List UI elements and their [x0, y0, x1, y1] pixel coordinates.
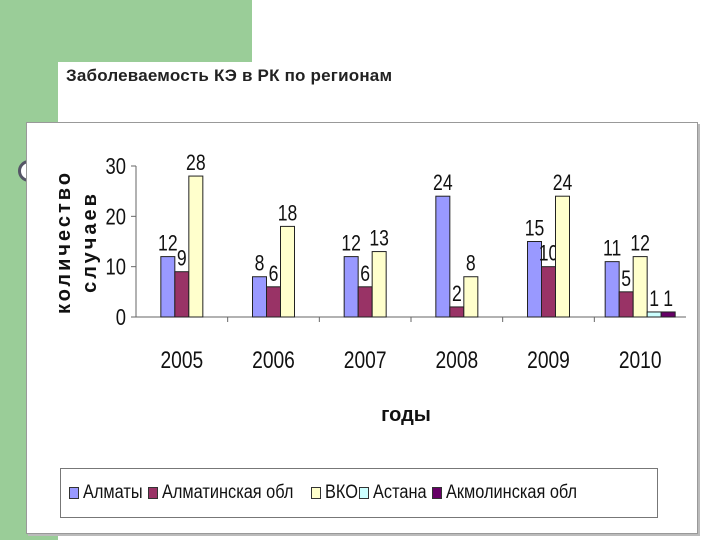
slide-title: Заболеваемость КЭ в РК по регионам: [66, 66, 393, 85]
bar: [618, 291, 634, 318]
data-label: 13: [369, 227, 389, 251]
bar: [463, 276, 479, 318]
data-label: 1: [649, 287, 659, 311]
x-tick-label: 2009: [527, 346, 570, 374]
bar: [449, 306, 465, 318]
bar: [252, 276, 267, 318]
bar: [555, 195, 570, 318]
data-label: 8: [466, 252, 476, 276]
data-label: 24: [553, 171, 573, 195]
y-tick-label: 30: [106, 154, 126, 179]
bar: [188, 175, 204, 318]
bar: [632, 256, 648, 318]
data-label: 28: [186, 151, 206, 175]
x-axis-title: годы: [381, 404, 431, 426]
data-label: 18: [278, 202, 298, 226]
legend-swatch: [359, 487, 370, 499]
chart-legend: Алматы Алматинская обл ВКО Астана Акмоли…: [60, 468, 658, 518]
y-tick-label: 0: [116, 305, 126, 330]
data-label: 1: [663, 287, 673, 311]
legend-label: ВКО: [325, 482, 359, 503]
legend-item: Астана: [359, 482, 427, 504]
legend-item: Алматинская обл: [148, 482, 303, 504]
x-tick-label: 2010: [619, 346, 662, 374]
legend-label: Алматы: [83, 482, 143, 503]
x-tick-label: 2005: [160, 346, 203, 374]
legend-label: Алматинская обл: [162, 482, 294, 503]
bar: [541, 266, 556, 318]
bar: [660, 311, 676, 318]
bar: [160, 256, 176, 318]
bar: [646, 311, 662, 318]
legend-item: Акмолинская обл: [431, 482, 586, 504]
data-label: 8: [255, 252, 265, 276]
chart-frame: [26, 122, 698, 534]
y-tick-label: 10: [106, 255, 126, 280]
x-tick-label: 2008: [435, 346, 478, 374]
y-tick-label: 20: [106, 204, 126, 229]
data-label: 24: [433, 171, 453, 195]
legend-label: Акмолинская обл: [445, 482, 577, 503]
bar: [174, 271, 190, 318]
data-label: 5: [621, 267, 631, 291]
legend-swatch: [431, 487, 442, 499]
x-tick-label: 2007: [344, 346, 387, 374]
bar: [435, 195, 451, 318]
data-label: 11: [603, 237, 621, 261]
data-label: 15: [525, 217, 545, 241]
bar: [266, 286, 281, 318]
data-label: 2: [452, 282, 462, 306]
data-label: 12: [158, 232, 178, 256]
data-label: 12: [630, 232, 650, 256]
bar: [280, 225, 295, 318]
legend-label: Астана: [373, 482, 428, 503]
bar: [604, 261, 620, 318]
legend-swatch: [148, 487, 159, 499]
green-header-decoration: [0, 0, 252, 62]
data-label: 6: [269, 262, 279, 286]
bar: [371, 251, 387, 318]
x-tick-label: 2006: [252, 346, 295, 374]
bar: [343, 256, 359, 318]
legend-swatch: [69, 487, 79, 499]
bar: [357, 286, 373, 318]
data-label: 6: [360, 262, 370, 286]
y-axis-title: количество: [53, 170, 75, 314]
legend-item: ВКО: [311, 482, 358, 504]
data-label: 9: [177, 247, 187, 271]
data-label: 10: [539, 242, 559, 266]
y-axis-title: случаев: [79, 191, 101, 293]
data-label: 12: [341, 232, 361, 256]
legend-swatch: [311, 487, 322, 499]
legend-item: Алматы: [69, 482, 143, 504]
